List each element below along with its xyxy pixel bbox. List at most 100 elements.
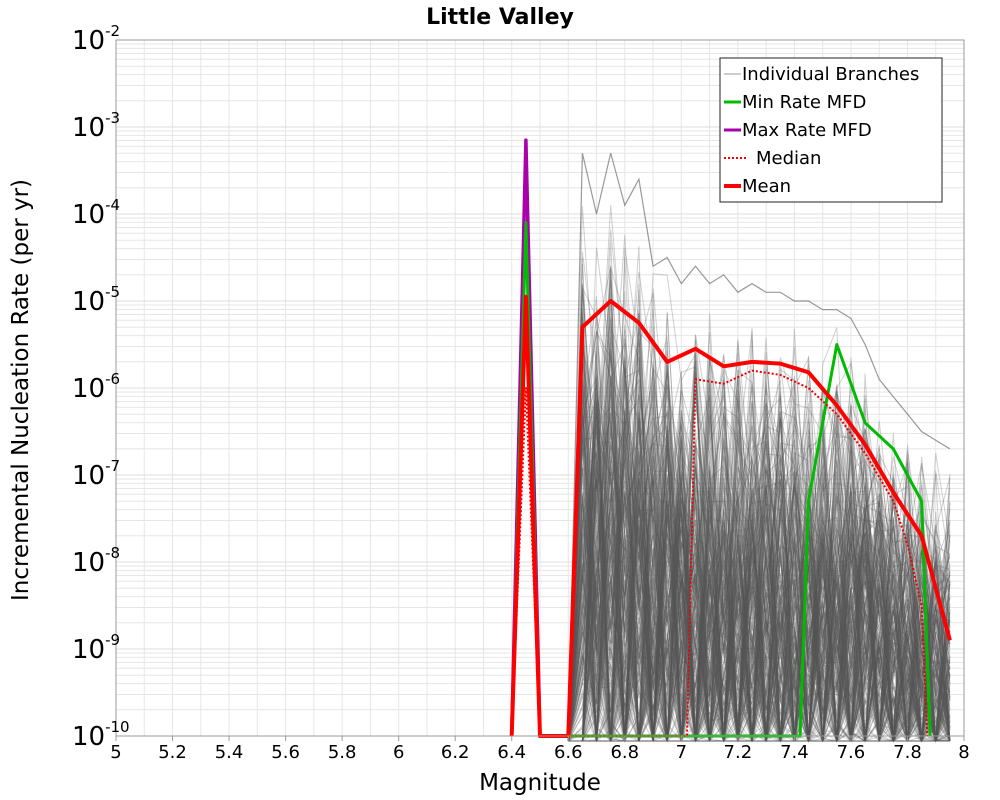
branch-line [568, 318, 950, 743]
branch-line [567, 500, 951, 743]
branch-line [567, 516, 951, 742]
branch-line [568, 438, 951, 743]
branch-line [567, 357, 951, 743]
branch-line [567, 338, 951, 742]
branch-line [568, 464, 951, 742]
branch-line [567, 409, 951, 743]
branch-line [567, 480, 951, 742]
branch-line [567, 241, 950, 742]
branch-line [567, 424, 951, 742]
branch-line [567, 390, 951, 742]
branch-line [567, 397, 950, 742]
legend: Individual Branches Min Rate MFD Max Rat… [719, 57, 943, 203]
branch-line [567, 385, 951, 742]
x-axis-ticks: 5 5.2 5.4 5.6 5.8 6 6.2 6.4 6.6 6.8 7 7.2 7.4 7.6 7.8 8 [110, 736, 970, 763]
branch-line [567, 338, 951, 743]
branch-line [567, 422, 951, 742]
branch-line [568, 401, 951, 742]
branch-line [567, 419, 951, 742]
branch-line [567, 385, 951, 743]
branch-line [568, 412, 951, 743]
branch-line [568, 443, 951, 742]
branch-line [567, 415, 951, 742]
x-tick-label: 7.8 [893, 742, 922, 763]
branch-line [567, 381, 951, 742]
branch-line [567, 283, 951, 742]
branch-line [567, 338, 950, 742]
x-tick-label: 5.8 [328, 742, 357, 763]
branch-line [567, 379, 951, 742]
branch-line [567, 251, 951, 742]
x-tick-label: 7 [676, 742, 687, 763]
branch-line [567, 310, 951, 742]
legend-label-min: Min Rate MFD [742, 92, 866, 113]
branch-line [567, 369, 951, 742]
legend-label-max: Max Rate MFD [742, 120, 872, 141]
branch-line [568, 341, 951, 742]
branch-line [567, 327, 951, 742]
branch-line [567, 408, 951, 742]
branch-line [568, 429, 951, 742]
branch-line [567, 444, 950, 743]
branch-line [567, 385, 951, 743]
branch-line [567, 359, 951, 743]
branch-line [567, 504, 951, 743]
branch-line [568, 415, 951, 742]
x-tick-label: 7.4 [780, 742, 809, 763]
branch-line [567, 349, 951, 742]
y-tick-label: 10-7 [72, 457, 120, 491]
branch-line [567, 467, 951, 742]
branch-line [568, 283, 951, 742]
y-axis-label: Incremental Nucleation Rate (per yr) [8, 179, 34, 601]
branch-line [567, 355, 951, 742]
branch-line [568, 429, 951, 743]
branch-line [567, 369, 950, 743]
branch-line [568, 350, 951, 743]
branch-line [568, 361, 951, 742]
x-tick-label: 6.6 [554, 742, 583, 763]
branch-line [568, 445, 951, 742]
branch-line [567, 414, 951, 742]
x-tick-label: 5.2 [158, 742, 187, 763]
branch-line [567, 330, 951, 743]
branch-line [568, 405, 951, 742]
branch-line [567, 314, 951, 743]
branch-line [567, 429, 951, 742]
branch-line [568, 400, 951, 742]
y-tick-label: 10-9 [72, 631, 120, 665]
branch-line [567, 416, 951, 742]
branch-line [567, 532, 950, 742]
branch-line [567, 387, 951, 742]
branch-line [568, 421, 950, 743]
branch-line [567, 396, 951, 742]
branch-line [567, 331, 951, 742]
branch-line [567, 495, 951, 742]
branch-line [568, 458, 951, 742]
branch-line [567, 391, 951, 742]
branch-line [567, 338, 951, 742]
y-tick-label: 10-3 [72, 109, 120, 143]
branch-line [567, 479, 951, 743]
plot-frame [115, 39, 965, 737]
branch-line [568, 445, 951, 743]
branch-line [567, 473, 950, 742]
branch-line [567, 514, 951, 742]
branch-line [567, 408, 951, 742]
branch-line [567, 412, 951, 742]
branch-line [567, 376, 951, 742]
branch-line [567, 429, 951, 743]
branch-line [567, 394, 951, 742]
branch-line [568, 234, 951, 742]
branch-line [567, 388, 951, 743]
branch-line [568, 461, 951, 742]
branch-line [568, 470, 951, 743]
branch-line [568, 366, 951, 742]
branch-line [567, 312, 951, 742]
branch-line [567, 385, 950, 742]
branch-line [568, 488, 951, 742]
branch-line [567, 478, 951, 743]
legend-label-median: Median [756, 148, 821, 169]
branch-line [567, 467, 951, 742]
branch-line [568, 451, 951, 742]
